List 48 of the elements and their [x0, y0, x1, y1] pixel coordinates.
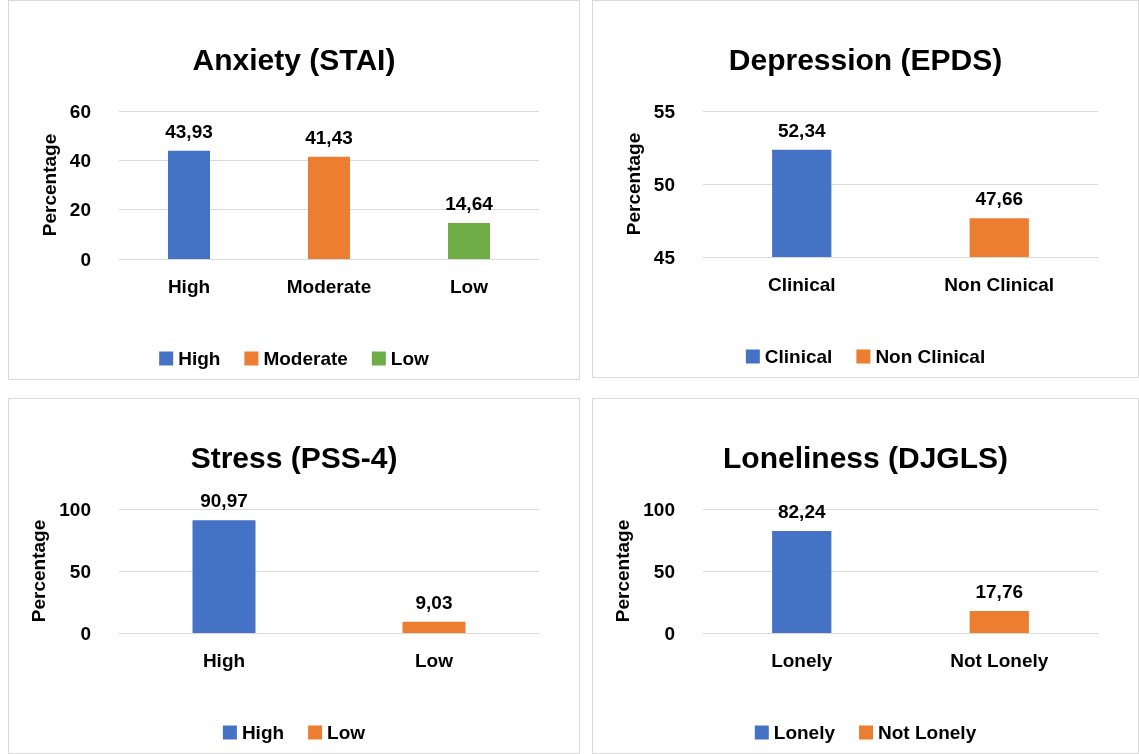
legend-label: High: [241, 722, 285, 743]
y-tick-label: 40: [69, 149, 91, 171]
legend-label: Non Clinical: [875, 346, 986, 367]
legend-label: Lonely: [773, 722, 836, 743]
legend-label: Low: [390, 348, 430, 369]
legend-label: High: [178, 348, 221, 369]
y-axis-title: Percentage: [28, 519, 50, 623]
y-axis-title: Percentage: [612, 519, 634, 623]
legend-label: Moderate: [263, 348, 348, 369]
x-tick-label: Non Clinical: [944, 274, 1055, 295]
y-tick-label: 0: [80, 248, 91, 270]
y-tick-label: 20: [69, 199, 91, 221]
y-tick-label: 0: [80, 622, 91, 644]
y-tick-label: 0: [664, 622, 675, 644]
data-label: 17,76: [975, 580, 1024, 602]
y-tick-label: 55: [653, 100, 676, 122]
data-label: 9,03: [415, 591, 453, 613]
x-tick-label: High: [167, 276, 211, 297]
y-tick-label: 50: [653, 560, 675, 582]
data-label: 43,93: [165, 120, 213, 142]
y-tick-label: 50: [653, 173, 675, 195]
y-tick-label: 50: [69, 560, 91, 582]
legend-label: Low: [327, 722, 366, 743]
chart-title: Anxiety (STAI): [192, 42, 396, 76]
y-axis-title: Percentage: [38, 133, 60, 237]
legend-label: Clinical: [764, 346, 833, 367]
data-label: 41,43: [305, 126, 353, 148]
x-tick-label: High: [202, 650, 246, 671]
y-tick-label: 60: [69, 100, 91, 122]
x-tick-label: Moderate: [286, 276, 372, 297]
data-label: 14,64: [445, 192, 494, 214]
chart-title: Depression (EPDS): [728, 42, 1003, 76]
chart-title: Stress (PSS-4): [190, 440, 398, 474]
x-tick-label: Low: [415, 650, 454, 671]
x-tick-label: Not Lonely: [950, 650, 1049, 671]
y-tick-label: 100: [643, 498, 675, 520]
data-label: 47,66: [975, 188, 1024, 210]
y-axis-title: Percentage: [622, 132, 644, 236]
y-tick-label: 45: [653, 246, 676, 268]
x-tick-label: Lonely: [771, 650, 833, 671]
data-label: 90,97: [200, 490, 248, 512]
data-label: 52,34: [777, 119, 826, 141]
x-tick-label: Clinical: [767, 274, 836, 295]
chart-title: Loneliness (DJGLS): [722, 440, 1009, 474]
x-tick-label: Low: [450, 276, 489, 297]
y-tick-label: 100: [59, 498, 91, 520]
data-label: 82,24: [777, 501, 826, 523]
legend-label: Not Lonely: [878, 722, 977, 743]
